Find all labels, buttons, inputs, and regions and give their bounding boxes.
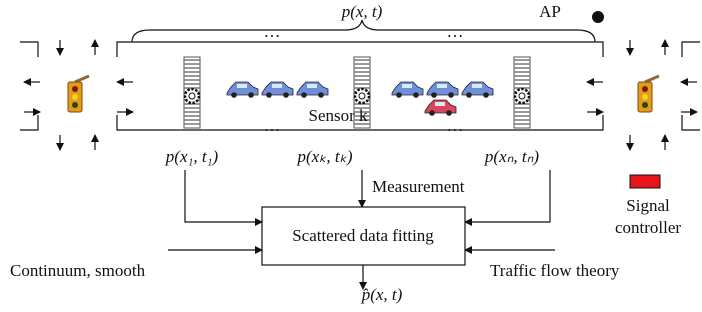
road-edge xyxy=(682,42,700,57)
car-window xyxy=(402,84,412,88)
car xyxy=(427,82,458,95)
road-edge xyxy=(20,42,38,57)
sensor-core xyxy=(359,93,365,99)
ellipsis: … xyxy=(264,116,281,135)
flow-arrow xyxy=(185,170,262,222)
car-wheel xyxy=(448,92,454,98)
diagram: p(x, t) AP … … … … Sensor k p(x₁, t₁) p(… xyxy=(0,0,702,312)
car-window xyxy=(237,84,247,88)
light-lamp xyxy=(72,86,78,92)
car-wheel xyxy=(231,92,237,98)
sensor-core xyxy=(189,93,195,99)
car-wheel xyxy=(466,92,472,98)
sensor-core xyxy=(519,93,525,99)
input-label: Continuum, smooth xyxy=(10,261,146,280)
car-wheel xyxy=(318,92,324,98)
car-wheel xyxy=(429,110,435,116)
process-label: Scattered data fitting xyxy=(292,226,434,245)
road-edge xyxy=(682,115,700,130)
light-lamp xyxy=(72,94,78,100)
car-wheel xyxy=(431,92,437,98)
car-window xyxy=(435,102,445,106)
car xyxy=(462,82,493,95)
signal-controller-icon xyxy=(630,175,660,188)
road-density-label: p(x, t) xyxy=(341,2,383,21)
car-wheel xyxy=(248,92,254,98)
car xyxy=(297,82,328,95)
car-window xyxy=(272,84,282,88)
ap-label: AP xyxy=(539,2,561,21)
light-lamp xyxy=(642,102,648,108)
car-wheel xyxy=(266,92,272,98)
road-edge xyxy=(117,42,603,57)
sensor-label: Sensor k xyxy=(308,106,368,125)
car-wheel xyxy=(396,92,402,98)
measurement-label: Measurement xyxy=(372,177,465,196)
light-lamp xyxy=(72,102,78,108)
ellipsis: … xyxy=(447,22,464,41)
signal-controller-label: Signal xyxy=(626,196,670,215)
car-wheel xyxy=(301,92,307,98)
brace xyxy=(132,20,595,42)
flow-arrow xyxy=(465,170,550,222)
light-lamp xyxy=(642,86,648,92)
car xyxy=(392,82,423,95)
sample-label: p(xₖ, tₖ) xyxy=(296,147,352,166)
road-edge xyxy=(20,115,38,130)
car-wheel xyxy=(483,92,489,98)
car-window xyxy=(307,84,317,88)
ap-icon xyxy=(592,11,604,23)
car-wheel xyxy=(283,92,289,98)
sample-label: p(xₙ, tₙ) xyxy=(484,147,539,166)
ellipsis: … xyxy=(264,22,281,41)
signal-controller-label: controller xyxy=(615,218,681,237)
car xyxy=(262,82,293,95)
car-window xyxy=(472,84,482,88)
car xyxy=(227,82,258,95)
sample-label: p(x₁, t₁) xyxy=(165,147,219,166)
car xyxy=(425,100,456,113)
light-arm xyxy=(645,76,659,82)
input-label: Traffic flow theory xyxy=(490,261,620,280)
car-window xyxy=(437,84,447,88)
car-wheel xyxy=(413,92,419,98)
ellipsis: … xyxy=(447,116,464,135)
output-label: p̂(x, t) xyxy=(361,285,403,304)
light-arm xyxy=(75,76,89,82)
light-lamp xyxy=(642,94,648,100)
